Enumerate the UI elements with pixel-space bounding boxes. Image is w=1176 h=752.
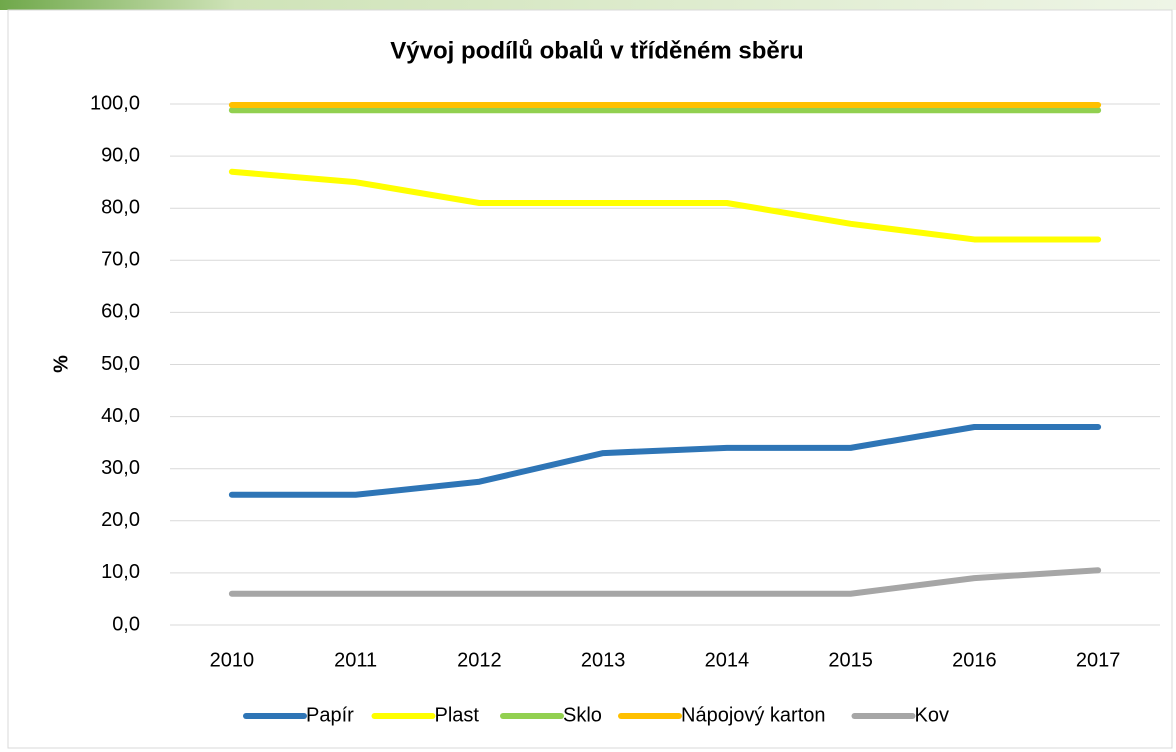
y-tick-label: 30,0: [101, 457, 140, 479]
chart-title: Vývoj podílů obalů v tříděném sběru: [390, 37, 803, 64]
y-tick-label: 40,0: [101, 405, 140, 427]
x-tick-label: 2017: [1076, 649, 1121, 671]
x-tick-label: 2014: [705, 649, 750, 671]
y-tick-label: 20,0: [101, 509, 140, 531]
chart-frame: [8, 10, 1172, 748]
x-tick-label: 2016: [952, 649, 997, 671]
y-tick-label: 0,0: [112, 613, 140, 635]
legend-label: Sklo: [563, 704, 602, 726]
y-tick-label: 60,0: [101, 301, 140, 323]
legend-label: Nápojový karton: [681, 704, 826, 726]
y-tick-label: 70,0: [101, 249, 140, 271]
page: {"chart_data": {"type": "line", "title":…: [0, 0, 1176, 752]
x-tick-label: 2011: [334, 649, 377, 671]
y-tick-label: 50,0: [101, 353, 140, 375]
y-axis-label: %: [50, 355, 72, 373]
x-tick-label: 2013: [581, 649, 626, 671]
y-tick-label: 80,0: [101, 196, 140, 218]
x-tick-label: 2015: [828, 649, 873, 671]
y-tick-label: 90,0: [101, 144, 140, 166]
legend-label: Papír: [306, 704, 354, 726]
y-tick-label: 10,0: [101, 561, 140, 583]
x-tick-label: 2010: [210, 649, 255, 671]
top-decoration: [0, 0, 1176, 10]
legend-label: Kov: [915, 704, 949, 726]
y-tick-label: 100,0: [90, 92, 140, 114]
legend-label: Plast: [435, 704, 480, 726]
x-tick-label: 2012: [457, 649, 502, 671]
chart: Vývoj podílů obalů v tříděném sběru % 0,…: [0, 0, 1176, 752]
